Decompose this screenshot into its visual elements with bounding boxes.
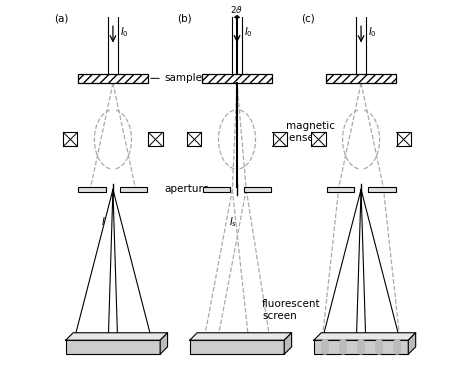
- Text: magnetic
lenses: magnetic lenses: [286, 121, 335, 143]
- Polygon shape: [314, 333, 416, 340]
- Circle shape: [340, 347, 346, 354]
- Bar: [397, 132, 410, 147]
- Polygon shape: [190, 333, 292, 340]
- Circle shape: [358, 340, 365, 346]
- Bar: [66, 340, 160, 354]
- Text: $I_s$: $I_s$: [229, 215, 237, 229]
- Bar: [273, 132, 287, 147]
- Bar: [368, 187, 395, 192]
- Bar: [78, 74, 148, 83]
- Circle shape: [376, 347, 383, 354]
- Text: (a): (a): [54, 14, 68, 24]
- Text: $I_0$: $I_0$: [119, 25, 128, 39]
- Bar: [79, 187, 106, 192]
- Bar: [311, 132, 326, 147]
- Circle shape: [358, 344, 365, 350]
- Bar: [327, 187, 355, 192]
- Circle shape: [358, 347, 365, 354]
- Circle shape: [376, 344, 383, 350]
- Circle shape: [394, 344, 401, 350]
- Polygon shape: [284, 333, 292, 354]
- Circle shape: [322, 347, 328, 354]
- Text: fluorescent
screen: fluorescent screen: [262, 299, 321, 321]
- Text: sample: sample: [151, 73, 203, 83]
- Bar: [64, 132, 77, 147]
- Polygon shape: [160, 333, 168, 354]
- Text: aperture: aperture: [165, 185, 210, 194]
- Text: $I_0$: $I_0$: [368, 25, 376, 39]
- Text: $I_0$: $I_0$: [244, 25, 253, 39]
- Circle shape: [322, 344, 328, 350]
- Bar: [148, 132, 163, 147]
- Circle shape: [340, 340, 346, 346]
- Bar: [244, 187, 272, 192]
- Bar: [187, 132, 201, 147]
- Bar: [119, 187, 147, 192]
- Bar: [314, 340, 408, 354]
- Circle shape: [376, 340, 383, 346]
- Text: (b): (b): [177, 14, 191, 24]
- Bar: [190, 340, 284, 354]
- Circle shape: [394, 347, 401, 354]
- Bar: [202, 187, 230, 192]
- Bar: [202, 74, 272, 83]
- Text: $2\vartheta$: $2\vartheta$: [230, 4, 244, 15]
- Polygon shape: [408, 333, 416, 354]
- Text: (c): (c): [301, 14, 314, 24]
- Circle shape: [340, 344, 346, 350]
- Circle shape: [322, 340, 328, 346]
- Polygon shape: [66, 333, 168, 340]
- Text: $I$: $I$: [101, 215, 106, 227]
- Bar: [326, 74, 396, 83]
- Circle shape: [394, 340, 401, 346]
